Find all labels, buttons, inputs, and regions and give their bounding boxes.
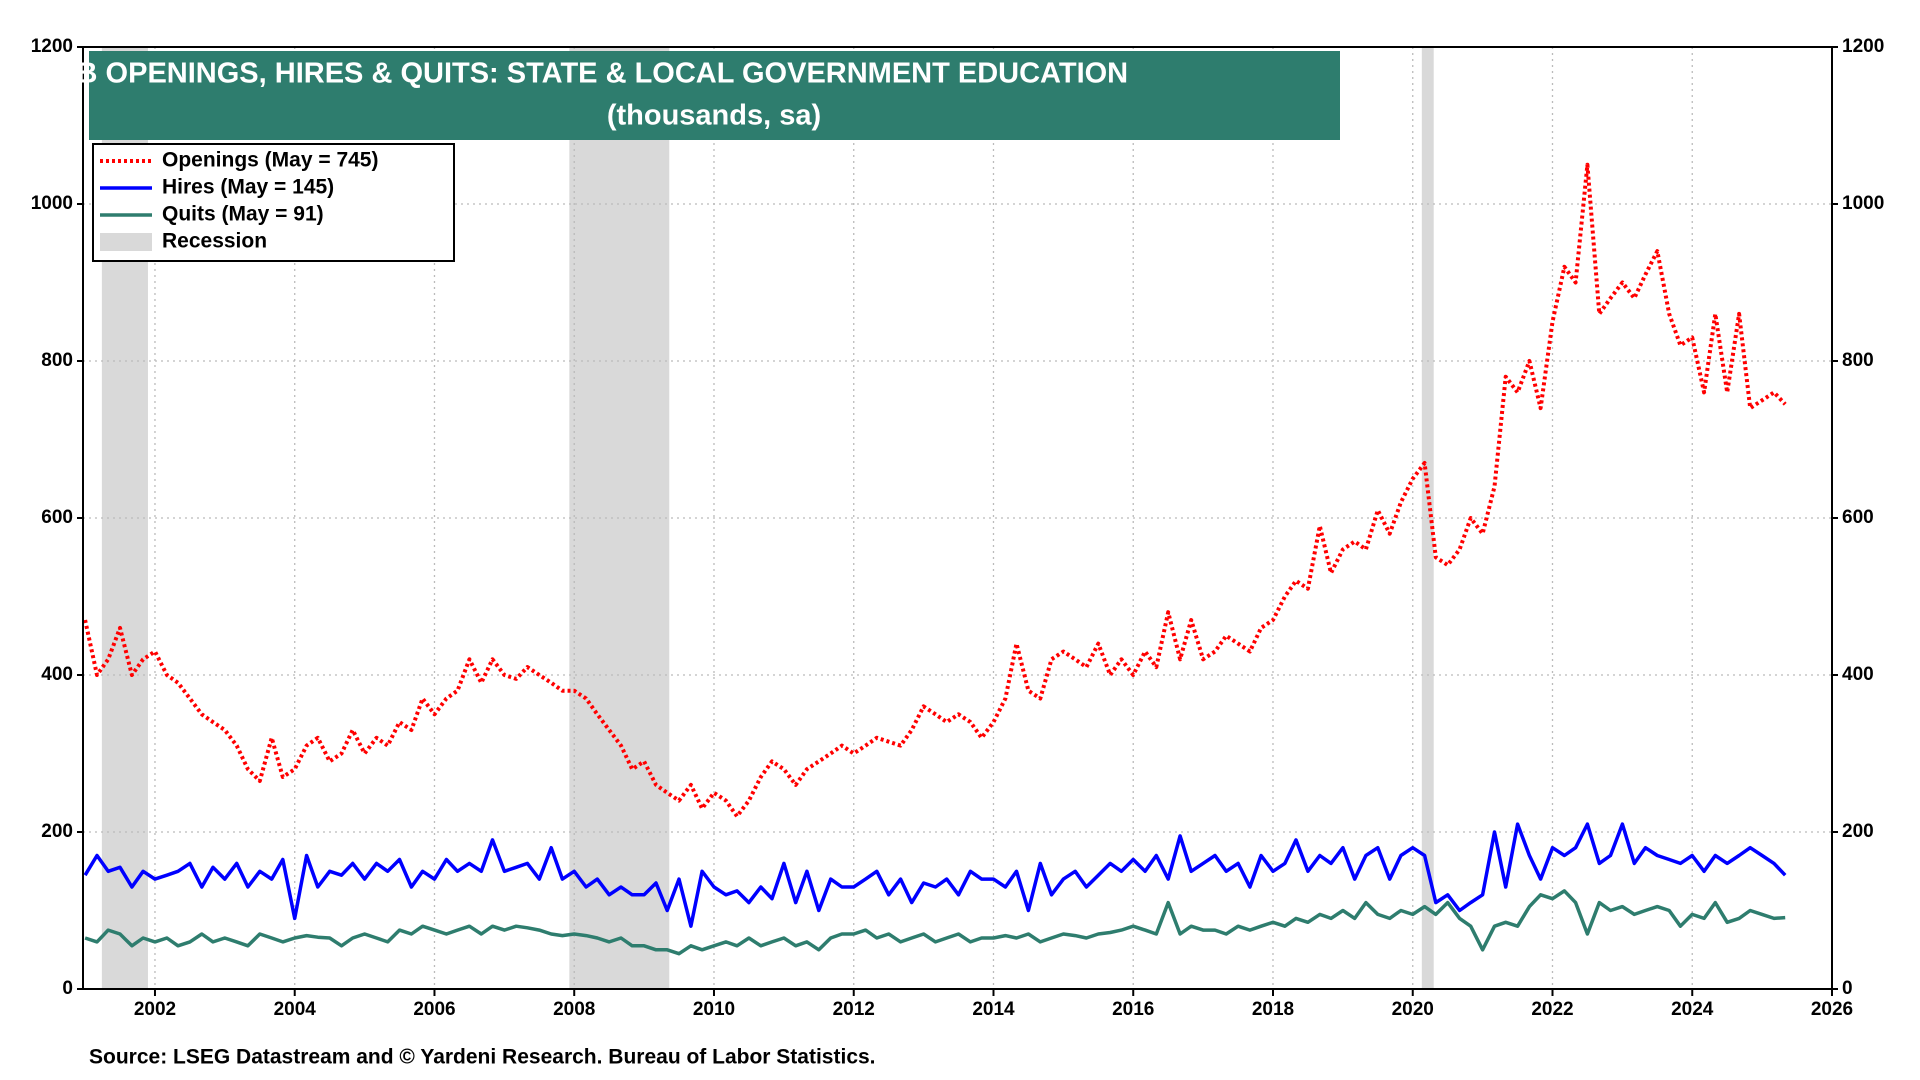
y2-tick-label: 200 — [1842, 821, 1874, 842]
series-line — [83, 162, 1787, 819]
legend-label: Openings (May = 745) — [162, 149, 378, 172]
legend-swatch — [100, 233, 152, 251]
y-tick-label: 400 — [41, 664, 73, 685]
x-tick-label: 2006 — [413, 999, 455, 1020]
plot-frame — [82, 46, 1833, 990]
legend-label: Recession — [162, 230, 267, 253]
x-tick-label: 2010 — [693, 999, 735, 1020]
x-tick-label: 2004 — [274, 999, 317, 1020]
y-tick-label: 200 — [41, 821, 73, 842]
legend-box — [92, 143, 455, 262]
lines-layer — [83, 162, 1787, 956]
y-tick-label: 1000 — [31, 193, 73, 214]
x-tick-label: 2012 — [833, 999, 875, 1020]
y2-tick-label: 400 — [1842, 664, 1874, 685]
y2-tick-label: 1000 — [1842, 193, 1884, 214]
y2-tick-label: 0 — [1842, 978, 1853, 999]
x-tick-label: 2018 — [1252, 999, 1294, 1020]
y2-tick-label: 1200 — [1842, 36, 1884, 57]
y-tick-label: 0 — [62, 978, 73, 999]
title-box — [89, 51, 1340, 140]
series-line — [84, 889, 1786, 956]
y2-tick-label: 600 — [1842, 507, 1874, 528]
source-note: Source: LSEG Datastream and © Yardeni Re… — [89, 1046, 876, 1069]
legend: Openings (May = 745) Hires (May = 145) Qui… — [92, 143, 455, 262]
chart-title: JOB OPENINGS, HIRES & QUITS: STATE & LOC… — [38, 58, 1128, 90]
x-tick-label: 2026 — [1811, 999, 1853, 1020]
y-tick-label: 600 — [41, 507, 73, 528]
y-tick-label: 1200 — [31, 36, 73, 57]
x-tick-label: 2020 — [1392, 999, 1434, 1020]
chart-subtitle: (thousands, sa) — [607, 100, 821, 132]
x-tick-label: 2002 — [134, 999, 176, 1020]
y2-tick-label: 800 — [1842, 350, 1874, 371]
x-tick-label: 2008 — [553, 999, 595, 1020]
recession-band — [569, 47, 670, 989]
legend-label: Quits (May = 91) — [162, 203, 324, 226]
x-tick-label: 2016 — [1112, 999, 1154, 1020]
x-tick-label: 2022 — [1531, 999, 1573, 1020]
y-tick-label: 800 — [41, 350, 73, 371]
x-tick-label: 2014 — [972, 999, 1015, 1020]
legend-label: Hires (May = 145) — [162, 176, 334, 199]
x-tick-label: 2024 — [1671, 999, 1714, 1020]
series-line — [83, 822, 1787, 928]
